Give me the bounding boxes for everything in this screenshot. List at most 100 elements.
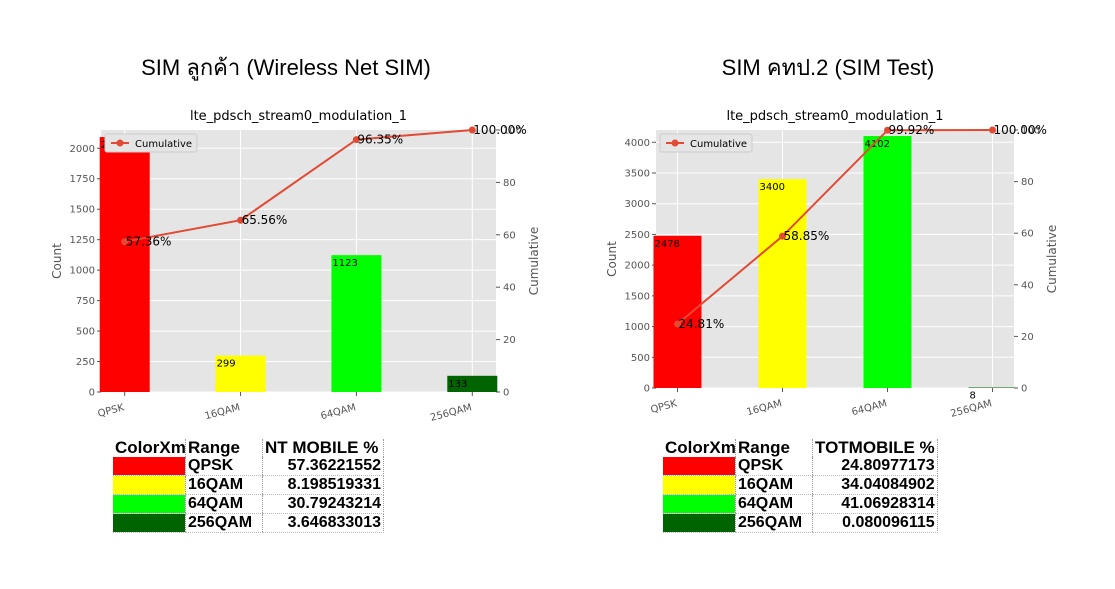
color-swatch-16qam xyxy=(663,475,736,495)
right-heading: SIM คทป.2 (SIM Test) xyxy=(721,55,935,80)
legend-label: Cumulative xyxy=(690,139,747,150)
bar-16qam xyxy=(758,179,807,388)
bar-value-label: 4102 xyxy=(865,139,890,150)
bar-value-label: 299 xyxy=(217,359,236,370)
cumulative-line xyxy=(124,129,473,243)
percent-cell: 24.80977173 xyxy=(812,457,938,476)
cumulative-label: 99.92% xyxy=(889,123,935,137)
bar-value-label: 133 xyxy=(448,379,467,390)
color-swatch-64qam xyxy=(663,494,736,514)
range-cell: 64QAM xyxy=(735,494,813,514)
header-colorxm: ColorXm xyxy=(665,439,736,457)
left-pareto-chart: lte_pdsch_stream0_modulation_1 0 250 500 750… xyxy=(50,109,541,424)
bar-value-label: 3400 xyxy=(759,182,784,193)
y-tick-label: 250 xyxy=(76,357,95,368)
table-row: 256QAM 0.080096115 xyxy=(663,513,938,533)
percent-cell: 57.36221552 xyxy=(262,457,384,476)
y-tick-label: 500 xyxy=(76,327,95,338)
cumulative-label: 96.35% xyxy=(357,133,403,147)
y-tick-label: 1750 xyxy=(70,174,95,185)
legend-label: Cumulative xyxy=(135,139,192,150)
header-percent: TOTMOBILE % xyxy=(812,439,938,457)
cumulative-label: 58.85% xyxy=(783,229,829,243)
y-tick-label: 1000 xyxy=(70,266,95,277)
range-cell: 256QAM xyxy=(185,513,263,533)
color-swatch-64qam xyxy=(113,494,186,514)
cumulative-line xyxy=(676,129,993,325)
y2-tick-label: 100 xyxy=(1021,126,1040,137)
cumulative-label: 24.81% xyxy=(678,317,724,331)
range-cell: 16QAM xyxy=(735,475,813,495)
cumulative-point xyxy=(778,232,786,240)
cumulative-label: 100.00% xyxy=(994,123,1047,137)
table-row: 64QAM 41.06928314 xyxy=(663,494,938,514)
y-tick-label: 500 xyxy=(631,353,650,364)
color-swatch-256qam xyxy=(113,513,186,533)
x-tick-label: 16QAM xyxy=(746,398,784,418)
y-tick-label: 2500 xyxy=(625,230,650,241)
left-heading: SIM ลูกค้า (Wireless Net SIM) xyxy=(141,55,431,80)
cumulative-label: 100.00% xyxy=(473,123,526,137)
right-pareto-chart: lte_pdsch_stream0_modulation_1 0 500 1000 15… xyxy=(605,109,1059,420)
y2-tick-label: 40 xyxy=(503,283,516,294)
y-tick-label: 2000 xyxy=(70,144,95,155)
legend-box xyxy=(104,133,198,153)
header-range: Range xyxy=(735,439,813,457)
y2-tick-label: 20 xyxy=(1021,332,1034,343)
color-swatch-256qam xyxy=(663,513,736,533)
table-row: 256QAM 3.646833013 xyxy=(113,513,384,533)
range-cell: QPSK xyxy=(185,457,263,476)
x-tick-label: QPSK xyxy=(650,398,679,416)
y-tick-label: 1500 xyxy=(625,291,650,302)
y2-tick-label: 80 xyxy=(1021,177,1034,188)
bar-qpsk xyxy=(653,235,702,388)
percent-cell: 34.04084902 xyxy=(812,475,938,495)
range-cell: QPSK xyxy=(735,457,813,476)
y-tick-label: 0 xyxy=(89,388,95,399)
y2-tick-label: 60 xyxy=(503,230,516,241)
plot-area xyxy=(101,130,496,392)
cumulative-point xyxy=(468,126,476,134)
bar-16qam xyxy=(215,355,266,392)
percent-cell: 8.198519331 xyxy=(262,475,384,495)
legend-marker xyxy=(671,139,679,147)
color-swatch-qpsk xyxy=(663,457,736,476)
y-tick-label: 3500 xyxy=(625,169,650,180)
range-cell: 256QAM xyxy=(735,513,813,533)
table-header-row: ColorXm Range NT MOBILE % xyxy=(113,439,384,457)
cumulative-point xyxy=(352,136,360,144)
bar-value-label: 1123 xyxy=(332,258,357,269)
cumulative-point xyxy=(989,126,997,134)
bar-256qam xyxy=(447,375,498,392)
cumulative-point xyxy=(237,216,245,224)
y-tick-label: 0 xyxy=(644,384,650,395)
y-axis-label: Count xyxy=(605,241,619,277)
chart-title: lte_pdsch_stream0_modulation_1 xyxy=(190,109,407,124)
y2-tick-label: 0 xyxy=(503,388,509,399)
bar-64qam xyxy=(863,136,912,388)
cumulative-label: 57.36% xyxy=(126,235,172,249)
bar-value-label: 2478 xyxy=(654,239,679,250)
right-legend-table: ColorXm Range TOTMOBILE % QPSK 24.809771… xyxy=(663,439,938,533)
y-tick-label: 4000 xyxy=(625,138,650,149)
y-tick-label: 1000 xyxy=(625,322,650,333)
x-tick-label: 64QAM xyxy=(851,398,889,418)
color-swatch-qpsk xyxy=(113,457,186,476)
plot-area xyxy=(656,130,1014,388)
y2-tick-label: 80 xyxy=(503,178,516,189)
header-range: Range xyxy=(185,439,263,457)
x-tick-label: QPSK xyxy=(97,402,126,420)
left-legend-table: ColorXm Range NT MOBILE % QPSK 57.362215… xyxy=(113,439,384,533)
percent-cell: 30.79243214 xyxy=(262,494,384,514)
y-tick-label: 2000 xyxy=(625,261,650,272)
header-colorxm: ColorXm xyxy=(115,439,186,457)
y2-tick-label: 60 xyxy=(1021,229,1034,240)
range-cell: 64QAM xyxy=(185,494,263,514)
x-tick-label: 64QAM xyxy=(320,402,358,422)
chart-title: lte_pdsch_stream0_modulation_1 xyxy=(726,109,943,124)
y-axis-label: Count xyxy=(50,243,64,279)
bar-qpsk xyxy=(99,137,150,392)
y2-axis-label: Cumulative xyxy=(1045,225,1059,294)
table-row: 64QAM 30.79243214 xyxy=(113,494,384,514)
y2-axis-label: Cumulative xyxy=(527,227,541,296)
